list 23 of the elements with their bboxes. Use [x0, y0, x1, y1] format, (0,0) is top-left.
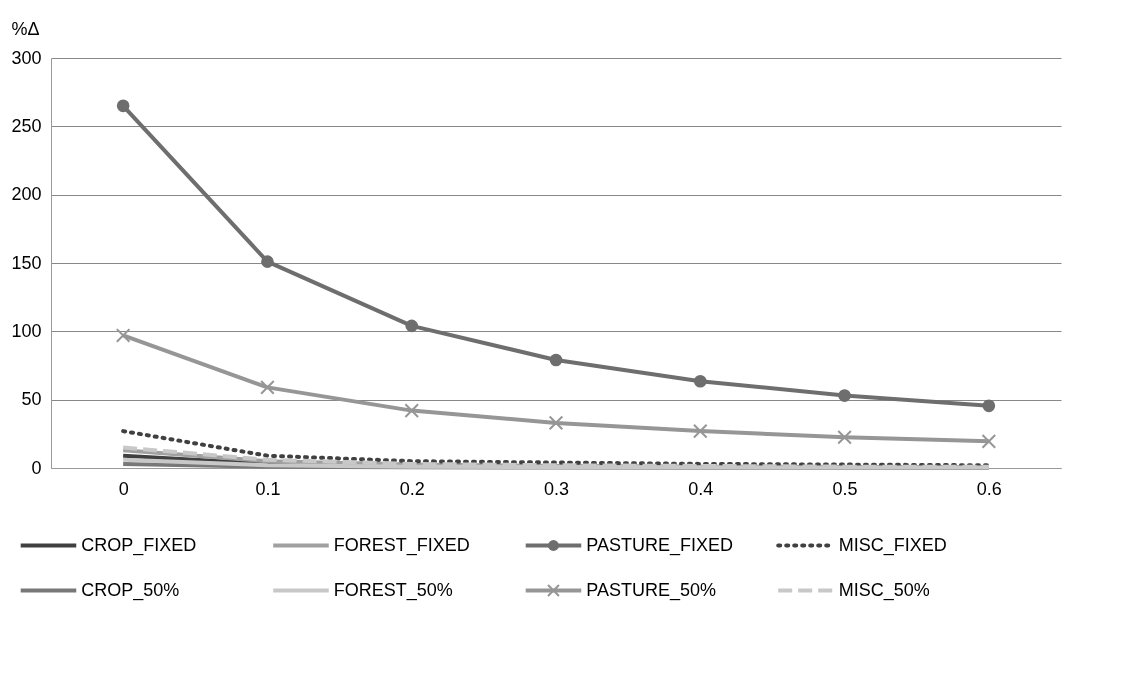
x-tick-label: 0.4	[688, 478, 714, 499]
x-tick-label: 0.5	[832, 478, 858, 499]
y-axis-title: %Δ	[11, 18, 40, 39]
legend-label: PASTURE_FIXED	[586, 534, 733, 556]
x-tick-label: 0	[118, 478, 129, 499]
y-tick-label: 50	[21, 389, 42, 410]
y-tick-label: 250	[11, 115, 42, 136]
x-tick-label: 0.2	[399, 478, 425, 499]
x-tick-label: 0.1	[255, 478, 281, 499]
legend-label: CROP_50%	[81, 579, 180, 601]
x-tick-label: 0.6	[976, 478, 1002, 499]
legend-label: FOREST_50%	[333, 579, 453, 601]
y-tick-label: 200	[11, 184, 42, 205]
legend-label: CROP_FIXED	[81, 534, 197, 556]
legend-label: FOREST_FIXED	[333, 534, 470, 556]
x-tick-label: 0.3	[543, 478, 570, 499]
y-tick-label: 150	[11, 252, 42, 273]
legend-label: MISC_50%	[838, 579, 930, 601]
y-tick-label: 100	[11, 320, 42, 341]
legend-label: PASTURE_50%	[586, 579, 717, 601]
legend-label: MISC_FIXED	[838, 534, 947, 556]
y-tick-label: 300	[11, 47, 42, 68]
y-tick-label: 0	[31, 457, 42, 478]
